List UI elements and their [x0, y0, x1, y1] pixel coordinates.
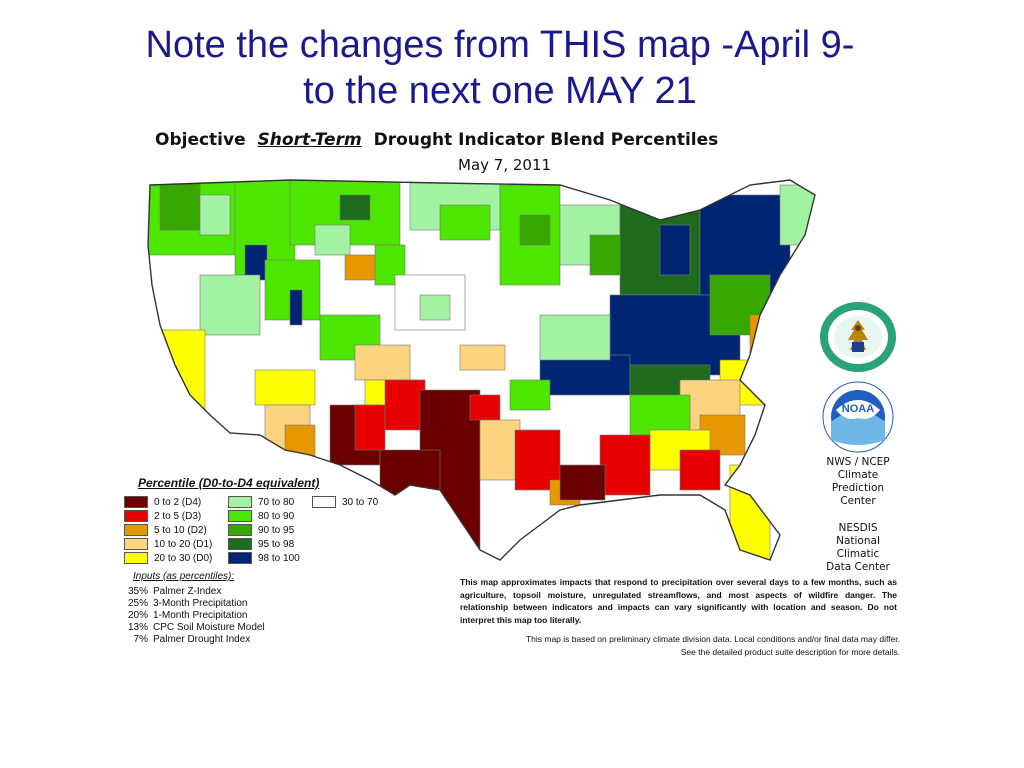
legend-label: 0 to 2 (D4) [154, 496, 202, 508]
credit-ncdc-line: Data Center [826, 561, 890, 573]
legend-item-d2: 5 to 10 (D2) [124, 524, 207, 536]
credit-ncdc-line: Climatic [836, 548, 880, 560]
inputs-pct: 13% [127, 622, 148, 633]
inputs-pct: 35% [127, 586, 148, 597]
legend-label: 98 to 100 [258, 552, 300, 564]
us-drought-map [147, 179, 816, 561]
inputs-row: 13% CPC Soil Moisture Model [122, 622, 265, 634]
credit-ncdc-line: NESDIS [838, 522, 878, 534]
inputs-pct: 7% [133, 634, 148, 645]
credits: NWS / NCEP Climate Prediction Center NES… [812, 456, 904, 574]
map-disclaimer: This map approximates impacts that respo… [460, 577, 897, 625]
legend-swatch [228, 510, 252, 522]
inputs-label: Palmer Drought Index [153, 634, 251, 645]
legend-item-80-90: 80 to 90 [228, 510, 294, 522]
inputs-list: 35% Palmer Z-Index 25% 3-Month Precipitati… [122, 586, 265, 646]
legend-swatch [124, 496, 148, 508]
map-date: May 7, 2011 [458, 156, 552, 174]
legend-label: 95 to 98 [258, 538, 295, 550]
inputs-row: 20% 1-Month Precipitation [122, 610, 265, 622]
legend-label: 30 to 70 [342, 496, 379, 508]
legend-item-90-95: 90 to 95 [228, 524, 294, 536]
inputs-label: CPC Soil Moisture Model [153, 622, 265, 633]
credit-cpc-line: Prediction [831, 482, 885, 494]
legend-swatch [124, 510, 148, 522]
inputs-label: Palmer Z-Index [153, 586, 222, 597]
legend-swatch [124, 524, 148, 536]
legend-swatch [228, 538, 252, 550]
credit-cpc-line: Center [840, 495, 876, 507]
legend-item-98-100: 98 to 100 [228, 552, 300, 564]
legend-item-d3: 2 to 5 (D3) [124, 510, 201, 522]
slide-title-line2: to the next one MAY 21 [303, 70, 697, 112]
inputs-row: 35% Palmer Z-Index [122, 586, 265, 598]
department-of-commerce-seal-icon [820, 302, 896, 372]
legend-label: 70 to 80 [258, 496, 295, 508]
noaa-seal-icon: NOAA [822, 381, 894, 453]
inputs-title: Inputs (as percentiles): [133, 571, 235, 582]
legend-label: 90 to 95 [258, 524, 295, 536]
legend-label: 80 to 90 [258, 510, 295, 522]
legend-swatch [228, 524, 252, 536]
legend-item-70-80: 70 to 80 [228, 496, 294, 508]
map-title: Objective Short-Term Drought Indicator B… [155, 130, 718, 150]
legend-swatch [124, 538, 148, 550]
legend-item-d1: 10 to 20 (D1) [124, 538, 212, 550]
legend-item-d4: 0 to 2 (D4) [124, 496, 201, 508]
legend-swatch [312, 496, 336, 508]
slide-title-line1: Note the changes from THIS map -April 9- [145, 24, 855, 66]
legend-item-d0: 20 to 30 (D0) [124, 552, 212, 564]
inputs-label: 1-Month Precipitation [153, 610, 248, 621]
inputs-label: 3-Month Precipitation [153, 598, 248, 609]
inputs-row: 7% Palmer Drought Index [122, 634, 265, 646]
inputs-pct: 20% [127, 610, 148, 621]
legend-swatch [228, 496, 252, 508]
legend-swatch [124, 552, 148, 564]
credit-cpc-line: NWS / NCEP [826, 456, 890, 468]
map-title-after: Drought Indicator Blend Percentiles [373, 130, 719, 150]
inputs-pct: 25% [127, 598, 148, 609]
legend-label: 20 to 30 (D0) [154, 552, 213, 564]
legend-label: 5 to 10 (D2) [154, 524, 207, 536]
credit-ncdc-line: National [836, 535, 880, 547]
map-title-emphasis: Short-Term [257, 130, 362, 150]
credit-cpc-line: Climate [837, 469, 879, 481]
legend-item-95-98: 95 to 98 [228, 538, 294, 550]
legend-swatch [228, 552, 252, 564]
map-title-before: Objective [155, 130, 246, 150]
data-note: This map is based on preliminary climate… [525, 634, 900, 657]
inputs-row: 25% 3-Month Precipitation [122, 598, 265, 610]
slide-title: Note the changes from THIS map -April 9-… [0, 22, 1000, 114]
legend-title: Percentile (D0-to-D4 equivalent) [138, 476, 320, 490]
legend-label: 10 to 20 (D1) [154, 538, 213, 550]
legend-item-30-70: 30 to 70 [312, 496, 378, 508]
noaa-seal-text: NOAA [842, 403, 874, 415]
legend-label: 2 to 5 (D3) [154, 510, 202, 522]
